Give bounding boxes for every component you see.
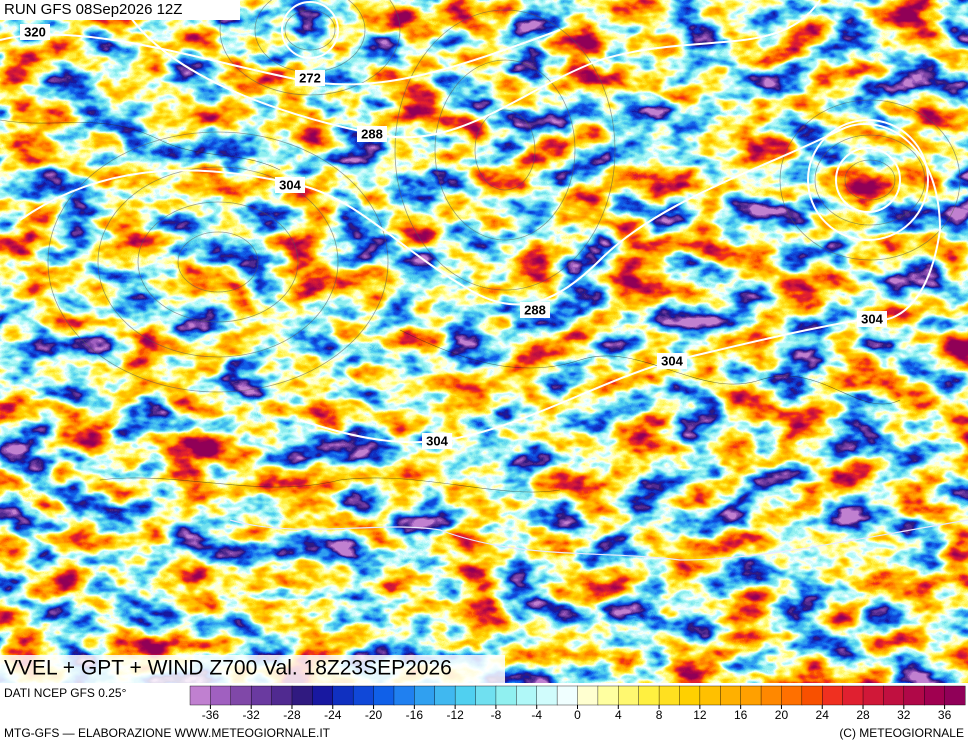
contour-label: 320 bbox=[24, 24, 46, 39]
colorbar-tick-label: 28 bbox=[856, 708, 870, 722]
colorbar-tick-label: 4 bbox=[615, 708, 622, 722]
source-label: DATI NCEP GFS 0.25° bbox=[4, 686, 127, 700]
colorbar-box bbox=[536, 685, 558, 706]
colorbar-box bbox=[801, 685, 823, 706]
colorbar-box bbox=[250, 685, 273, 706]
map-title: VVEL + GPT + WIND Z700 Val. 18Z23SEP2026 bbox=[4, 657, 452, 680]
colorbar: -36 -32 -28 -24 -20 -16 -12 -8 -4 0 4 8 12 16 20 24 28 32… bbox=[189, 685, 966, 722]
colorbar-box bbox=[495, 685, 517, 706]
contour-labels: 320 272 288 304 288 304 304 304 bbox=[20, 24, 887, 449]
colorbar-box bbox=[189, 685, 211, 706]
contour-label: 304 bbox=[279, 177, 301, 192]
colorbar-tick-label: -4 bbox=[531, 708, 542, 722]
coastlines bbox=[0, 119, 901, 493]
colorbar-tick-label: -24 bbox=[324, 708, 342, 722]
colorbar-box bbox=[230, 685, 252, 706]
colorbar-tick-label: -20 bbox=[365, 708, 383, 722]
colorbar-tick-label: 32 bbox=[897, 708, 911, 722]
contour-label-box bbox=[657, 353, 687, 369]
colorbar-box bbox=[781, 685, 803, 706]
colorbar-tick-label: 16 bbox=[734, 708, 748, 722]
colorbar-tick-label: -32 bbox=[243, 708, 261, 722]
contour-label-box bbox=[520, 302, 550, 318]
colorbar-box bbox=[679, 685, 701, 706]
colorbar-box bbox=[597, 685, 619, 706]
title-box bbox=[0, 655, 505, 683]
colorbar-tick-label: 12 bbox=[693, 708, 707, 722]
colorbar-box bbox=[842, 685, 864, 706]
colorbar-tick-label: 36 bbox=[938, 708, 952, 722]
colorbar-box bbox=[740, 685, 762, 706]
contour-label-box bbox=[422, 433, 452, 449]
colorbar-box bbox=[352, 685, 375, 706]
colorbar-box bbox=[862, 685, 884, 706]
contour-label-box bbox=[275, 177, 305, 193]
colorbar-box bbox=[516, 685, 538, 706]
contour-label: 304 bbox=[661, 353, 683, 368]
colorbar-box bbox=[291, 685, 313, 706]
footer-right: (C) METEOGIORNALE bbox=[839, 726, 964, 740]
colorbar-box bbox=[638, 685, 660, 706]
colorbar-box bbox=[760, 685, 782, 706]
colorbar-box bbox=[332, 685, 354, 706]
contour-label: 304 bbox=[426, 433, 448, 448]
colorbar-box bbox=[373, 685, 395, 706]
colorbar-box bbox=[699, 685, 721, 706]
colorbar-box bbox=[720, 685, 742, 706]
colorbar-box bbox=[924, 685, 946, 706]
contour-label: 304 bbox=[861, 311, 883, 326]
contour-label: 288 bbox=[361, 126, 383, 141]
colorbar-box bbox=[393, 685, 415, 706]
colorbar-box bbox=[312, 685, 334, 706]
vvel-field bbox=[0, 0, 968, 683]
colorbar-tick-label: 0 bbox=[574, 708, 581, 722]
colorbar-tick-label: -16 bbox=[406, 708, 424, 722]
contour-label-box bbox=[295, 70, 325, 86]
colorbar-box bbox=[210, 685, 232, 706]
colorbar-box bbox=[944, 685, 966, 706]
contour-label-box bbox=[857, 311, 887, 327]
colorbar-box bbox=[475, 685, 497, 706]
footer-left: MTG-GFS — ELABORAZIONE WWW.METEOGIORNALE… bbox=[4, 726, 331, 740]
contour-label: 288 bbox=[524, 302, 546, 317]
colorbar-box bbox=[556, 685, 579, 706]
contour-label: 272 bbox=[299, 70, 321, 85]
colorbar-box bbox=[903, 685, 925, 706]
run-label: RUN GFS 08Sep2026 12Z bbox=[4, 1, 182, 18]
colorbar-box bbox=[822, 685, 844, 706]
colorbar-tick-label: -12 bbox=[446, 708, 464, 722]
colorbar-box bbox=[414, 685, 436, 706]
colorbar-box bbox=[271, 685, 293, 706]
colorbar-tick-label: 20 bbox=[775, 708, 789, 722]
colorbar-box bbox=[618, 685, 640, 706]
colorbar-box bbox=[454, 685, 477, 706]
colorbar-tick-label: -28 bbox=[283, 708, 301, 722]
contour-label-box bbox=[20, 24, 50, 40]
colorbar-box bbox=[434, 685, 456, 706]
contour-label-box bbox=[357, 126, 387, 142]
colorbar-tick-label: 8 bbox=[656, 708, 663, 722]
run-box bbox=[0, 0, 240, 20]
colorbar-tick-label: 24 bbox=[816, 708, 830, 722]
colorbar-tick-label: -8 bbox=[491, 708, 502, 722]
colorbar-tick-label: -36 bbox=[202, 708, 220, 722]
colorbar-box bbox=[577, 685, 599, 706]
wind-streamlines bbox=[47, 0, 961, 393]
colorbar-box bbox=[883, 685, 905, 706]
colorbar-box bbox=[658, 685, 680, 706]
